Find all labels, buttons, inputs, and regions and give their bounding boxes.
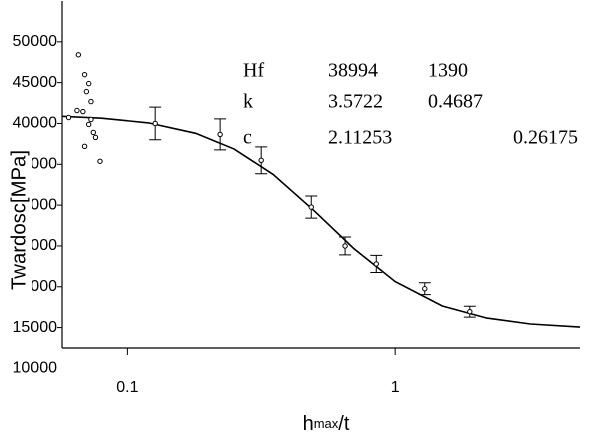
data-point — [308, 204, 314, 210]
y-tick-label: 45000 — [13, 74, 58, 91]
data-point — [83, 88, 90, 95]
plot: 1000015000200002500030000350004000045000… — [13, 1, 581, 396]
annotation: Hf — [243, 60, 264, 82]
data-point — [467, 308, 473, 315]
data-point — [85, 80, 92, 87]
data-point — [152, 120, 158, 127]
label-backdrop — [6, 146, 32, 296]
data-point — [88, 98, 94, 105]
annotations: Hf 38994 1390 k 3.5722 0.4687 c 2.11253 0.26175 — [243, 60, 578, 149]
y-axis-label: Twardosc[MPa] — [8, 150, 30, 290]
data-point — [74, 107, 80, 114]
annotation: 1390 — [428, 60, 468, 82]
annotation: k — [243, 91, 253, 113]
data-point — [217, 131, 223, 138]
x-label-part: max — [314, 416, 339, 431]
data-point — [92, 134, 99, 141]
data-point — [81, 143, 88, 150]
annotation: 0.26175 — [513, 127, 578, 149]
annotation: 0.4687 — [428, 91, 483, 113]
data-point — [90, 129, 96, 136]
x-axis-label: hmax/t — [303, 413, 350, 435]
data-point — [80, 108, 86, 115]
x-label-part: /t — [338, 413, 350, 435]
data-point — [88, 116, 94, 123]
data-point — [422, 286, 428, 292]
data-point — [81, 71, 88, 78]
y-tick-label: 15000 — [13, 319, 58, 336]
data-point — [75, 52, 82, 58]
y-tick-label: 10000 — [13, 360, 58, 377]
data-point — [97, 158, 103, 164]
data-point — [65, 114, 72, 121]
y-tick-label: 50000 — [13, 33, 58, 50]
x-tick-label: 0.1 — [116, 379, 138, 396]
data-point — [373, 261, 379, 267]
data-point — [85, 121, 92, 128]
fit-curve — [61, 115, 581, 328]
data-point — [342, 243, 348, 249]
annotation: 3.5722 — [328, 91, 383, 113]
x-label-part: h — [303, 413, 314, 435]
annotation: 38994 — [328, 60, 378, 82]
x-tick-label: 1 — [391, 379, 400, 396]
data-point — [258, 157, 264, 163]
y-tick-label: 40000 — [13, 115, 58, 132]
annotation: 2.11253 — [328, 127, 392, 149]
annotation: c — [243, 127, 252, 149]
